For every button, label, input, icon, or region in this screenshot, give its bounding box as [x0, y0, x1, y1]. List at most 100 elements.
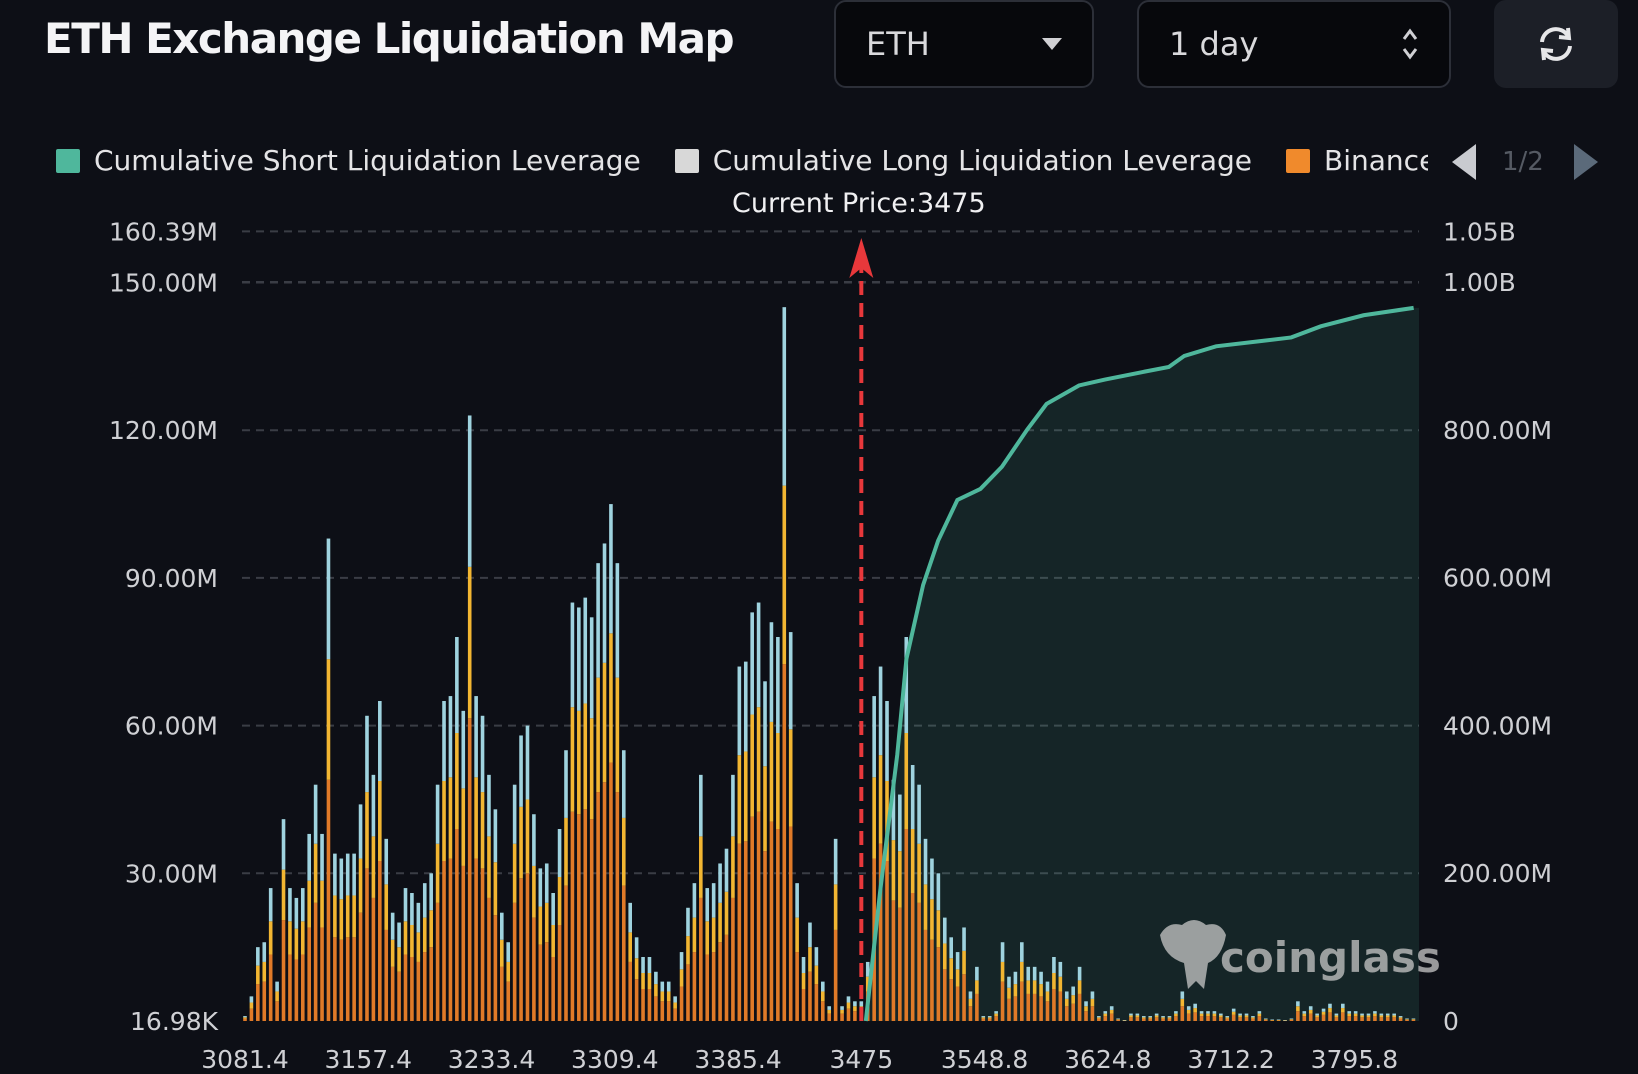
bar-segment-binance [1103, 1016, 1108, 1021]
bar-segment-series-2 [1116, 1018, 1120, 1020]
bar-segment-series-1 [1328, 1008, 1332, 1013]
bar-segment-series-2 [333, 853, 337, 896]
bar-segment-series-2 [724, 848, 729, 892]
bar-segment-binance [525, 873, 530, 1021]
bar-segment-series-1 [666, 991, 671, 1002]
bar-segment-binance [1302, 1016, 1307, 1021]
legend-item-binance[interactable]: Binance [1286, 144, 1428, 177]
bar-segment-series-1 [410, 925, 414, 958]
bar-segment-binance [763, 851, 767, 1021]
bar-segment-binance [1058, 991, 1063, 1021]
bar-segment-binance [904, 829, 909, 1021]
bar-segment-binance [339, 939, 344, 1021]
bar-segment-series-1 [949, 958, 953, 980]
bar-segment-series-1 [936, 910, 941, 948]
legend-item-cumulative-long[interactable]: Cumulative Long Liquidation Leverage [674, 144, 1252, 177]
bar-segment-binance [1263, 1019, 1268, 1021]
bar-segment-series-1 [878, 755, 883, 844]
bar-segment-series-1 [307, 880, 311, 928]
bar-segment-series-1 [641, 973, 645, 990]
bar-segment-binance [1154, 1017, 1159, 1021]
bar-segment-series-1 [532, 865, 536, 918]
bar-segment-series-1 [1321, 1011, 1326, 1015]
prev-page-icon[interactable] [1452, 144, 1478, 180]
bar-segment-series-1 [506, 961, 511, 982]
bar-segment-binance [512, 902, 517, 1021]
bar-segment-series-1 [583, 703, 588, 810]
bar-segment-series-1 [1084, 1006, 1088, 1012]
bar-segment-series-2 [1315, 1013, 1319, 1016]
bar-segment-series-1 [268, 921, 273, 955]
bar-segment-series-1 [743, 751, 748, 842]
legend-swatch [674, 148, 699, 173]
x-tick-label: 3233.4 [448, 1045, 535, 1074]
bar-segment-series-2 [487, 774, 491, 837]
bar-segment-binance [243, 1018, 247, 1021]
bar-segment-binance [551, 957, 555, 1021]
bar-segment-series-1 [827, 1009, 832, 1014]
bar-segment-series-2 [1148, 1016, 1153, 1018]
bar-segment-binance [1231, 1014, 1236, 1021]
bar-segment-series-2 [1238, 1013, 1242, 1016]
bar-segment-binance [1161, 1018, 1165, 1021]
bar-segment-binance [1174, 1016, 1178, 1021]
bar-segment-series-2 [1206, 1011, 1210, 1014]
coin-select[interactable]: ETH [834, 0, 1094, 88]
bar-segment-series-2 [544, 863, 549, 903]
bar-segment-series-2 [1263, 1018, 1268, 1020]
bar-segment-binance [1142, 1018, 1146, 1021]
bar-segment-series-2 [422, 883, 427, 918]
bar-segment-series-2 [1302, 1011, 1307, 1014]
cumulative-short-line [863, 305, 1414, 1022]
bar-segment-series-1 [1032, 980, 1037, 994]
bar-segment-binance [968, 1006, 973, 1021]
bar-segment-binance [987, 1018, 992, 1021]
bar-segment-series-2 [467, 415, 472, 567]
period-select[interactable]: 1 day [1137, 0, 1451, 88]
bar-segment-series-2 [859, 1001, 864, 1007]
bar-segment-series-2 [904, 637, 909, 734]
bar-segment-series-1 [1308, 1009, 1313, 1014]
bar-segment-series-2 [416, 902, 421, 933]
bar-segment-binance [1020, 981, 1024, 1021]
bar-segment-binance [1116, 1019, 1120, 1021]
bar-segment-binance [1064, 1006, 1069, 1021]
caret-down-icon [1042, 38, 1062, 50]
bar-segment-binance [429, 947, 433, 1021]
bar-segment-binance [981, 1018, 986, 1021]
bar-segment-series-1 [1385, 1015, 1390, 1018]
bar-segment-series-1 [1334, 1015, 1339, 1018]
bar-segment-binance [1276, 1020, 1281, 1021]
refresh-button[interactable] [1494, 0, 1618, 88]
bar-segment-series-1 [1193, 1008, 1197, 1013]
bar-segment-binance [1032, 993, 1037, 1021]
bar-segment-series-1 [1315, 1015, 1319, 1018]
bar-segment-series-1 [1135, 1015, 1140, 1018]
x-tick-label: 3712.2 [1187, 1045, 1274, 1074]
bar-segment-series-1 [416, 932, 421, 962]
bar-segment-series-2 [1398, 1016, 1403, 1018]
bar-segment-series-2 [846, 996, 851, 1003]
bar-segment-series-1 [1244, 1015, 1249, 1018]
bar-segment-binance [1045, 1001, 1050, 1021]
bar-segment-binance [679, 986, 684, 1021]
next-page-icon[interactable] [1572, 144, 1598, 180]
bar-segment-binance [621, 885, 626, 1021]
bar-segment-series-2 [275, 981, 279, 992]
bar-segment-binance [256, 984, 260, 1021]
bar-segment-series-1 [763, 766, 767, 852]
bar-segment-series-1 [358, 858, 363, 913]
bar-segment-series-1 [262, 961, 267, 982]
bar-segment-series-1 [910, 829, 915, 894]
bar-segment-series-2 [455, 637, 459, 734]
bar-segment-series-1 [1373, 1013, 1377, 1017]
bar-segment-series-2 [763, 681, 767, 767]
legend-item-cumulative-short[interactable]: Cumulative Short Liquidation Leverage [56, 144, 641, 177]
bar-segment-binance [833, 929, 838, 1021]
bar-segment-series-2 [872, 696, 876, 778]
y-left-tick-label: 30.00M [125, 859, 218, 888]
bar-segment-series-2 [1109, 1006, 1114, 1010]
bar-segment-binance [1071, 1003, 1075, 1021]
y-left-tick-label: 160.39M [109, 217, 218, 246]
bar-segment-binance [352, 937, 356, 1021]
